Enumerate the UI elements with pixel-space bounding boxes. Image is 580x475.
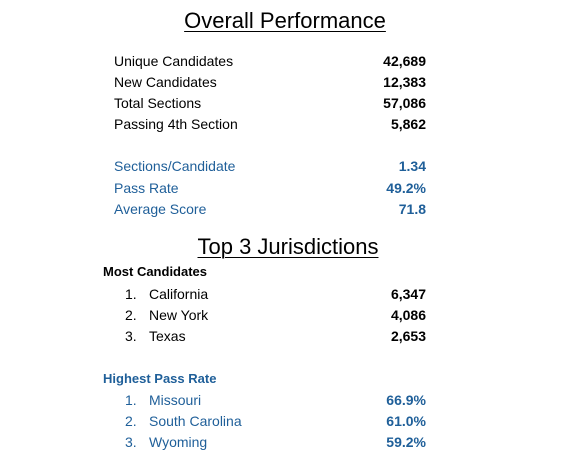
rank-number: 2. — [125, 307, 137, 323]
metric-label: Pass Rate — [114, 180, 179, 196]
metric-row-pass-rate: Pass Rate 49.2% — [114, 178, 426, 198]
stat-row-new-candidates: New Candidates 12,383 — [114, 72, 426, 92]
rank-number: 3. — [125, 328, 137, 344]
jurisdiction-value: 61.0% — [386, 413, 426, 429]
highest-pass-rate-item: 3. Wyoming 59.2% — [125, 432, 426, 452]
jurisdiction-name: California — [149, 286, 209, 302]
metric-value: 71.8 — [398, 201, 426, 217]
stat-value: 12,383 — [383, 74, 426, 90]
jurisdiction-value: 59.2% — [386, 434, 426, 450]
highest-pass-rate-item: 1. Missouri 66.9% — [125, 390, 426, 410]
top-3-jurisdictions-title: Top 3 Jurisdictions — [197, 234, 379, 259]
metric-row-sections-per-candidate: Sections/Candidate 1.34 — [114, 156, 426, 176]
most-candidates-item: 2. New York 4,086 — [125, 305, 426, 325]
jurisdiction-value: 4,086 — [390, 307, 426, 323]
jurisdiction-value: 2,653 — [390, 328, 426, 344]
most-candidates-item: 3. Texas 2,653 — [125, 326, 426, 346]
stat-value: 42,689 — [383, 53, 426, 69]
jurisdiction-value: 66.9% — [386, 392, 426, 408]
rank-number: 1. — [125, 392, 137, 408]
stat-label: Passing 4th Section — [114, 116, 238, 132]
stat-label: Unique Candidates — [114, 53, 234, 69]
rank-number: 3. — [125, 434, 137, 450]
jurisdiction-name: Texas — [149, 328, 186, 344]
jurisdiction-value: 6,347 — [390, 286, 426, 302]
rank-number: 1. — [125, 286, 137, 302]
rank-number: 2. — [125, 413, 137, 429]
most-candidates-heading: Most Candidates — [103, 264, 208, 279]
stat-value: 5,862 — [390, 116, 426, 132]
stat-row-unique-candidates: Unique Candidates 42,689 — [114, 51, 426, 71]
stat-value: 57,086 — [383, 95, 426, 111]
most-candidates-item: 1. California 6,347 — [125, 284, 426, 304]
highest-pass-rate-item: 2. South Carolina 61.0% — [125, 411, 426, 431]
stat-row-passing-4th-section: Passing 4th Section 5,862 — [114, 114, 426, 134]
stat-label: New Candidates — [114, 74, 217, 90]
metric-label: Sections/Candidate — [114, 158, 236, 174]
metric-value: 1.34 — [398, 158, 426, 174]
stat-row-total-sections: Total Sections 57,086 — [114, 93, 426, 113]
overall-performance-title: Overall Performance — [184, 8, 386, 33]
jurisdiction-name: New York — [149, 307, 209, 323]
jurisdiction-name: South Carolina — [149, 413, 242, 429]
metric-label: Average Score — [114, 201, 207, 217]
jurisdiction-name: Wyoming — [149, 434, 208, 450]
highest-pass-rate-heading: Highest Pass Rate — [103, 371, 217, 386]
jurisdiction-name: Missouri — [149, 392, 202, 408]
metric-value: 49.2% — [386, 180, 426, 196]
metric-row-average-score: Average Score 71.8 — [114, 199, 426, 219]
stat-label: Total Sections — [114, 95, 202, 111]
